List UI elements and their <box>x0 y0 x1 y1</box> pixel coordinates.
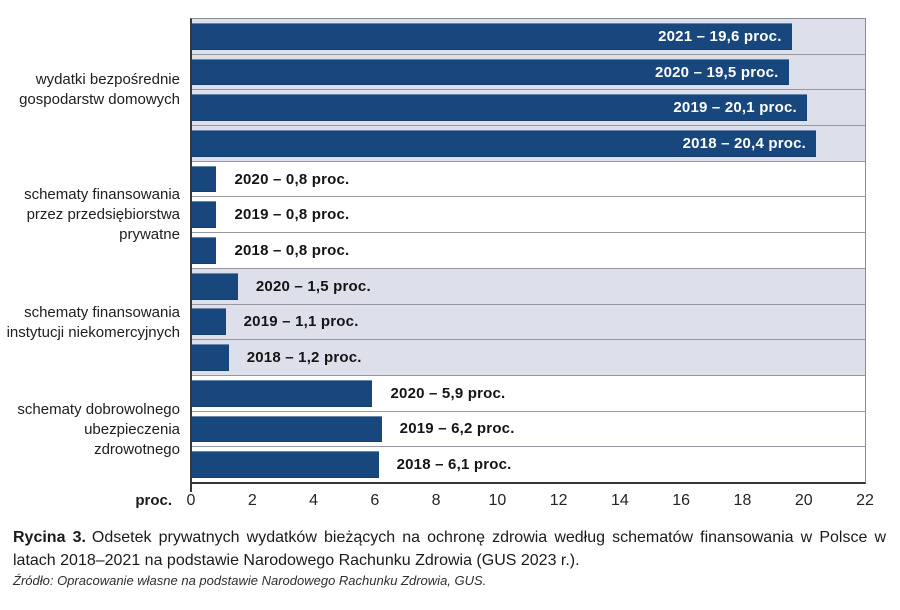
bar-2020-group1: 2020 – 19,5 proc. <box>192 58 789 86</box>
bar-2020-group4 <box>192 379 373 407</box>
x-tick-label-22: 22 <box>856 492 874 509</box>
figure-caption: Rycina 3. Odsetek prywatnych wydatków bie… <box>13 527 886 572</box>
bar-value-label: 2020 – 0,8 proc. <box>234 170 350 188</box>
bar-row-2019-group1: 2019 – 20,1 proc. <box>192 89 865 126</box>
category-labels: wydatki bezpośrednie gospodarstw domowych… <box>0 18 182 484</box>
category-label-group3: schematy finansowania instytucji niekomer… <box>0 269 182 377</box>
bar-value-label: 2018 – 20,4 proc. <box>682 134 807 152</box>
figure-number: Rycina 3. <box>13 529 86 546</box>
bar-value-label: 2020 – 19,5 proc. <box>655 63 779 81</box>
category-label-line: gospodarstw domowych <box>19 90 180 108</box>
bar-2018-group3 <box>192 344 229 371</box>
bar-value-label: 2019 – 0,8 proc. <box>234 206 350 224</box>
category-label-line: wydatki bezpośrednie <box>35 70 180 88</box>
bar-2020-group2 <box>192 165 217 193</box>
category-label-line: instytucji niekomercyjnych <box>6 323 180 341</box>
plot-area: 2021 – 19,6 proc. 2020 – 19,5 proc. 2019 –… <box>190 18 866 484</box>
x-tick-label-16: 16 <box>672 492 691 509</box>
x-axis-unit-label: proc. <box>135 492 172 509</box>
x-tick-label-8: 8 <box>431 492 441 509</box>
bar-row-2018-group2: 2018 – 0,8 proc. <box>192 232 865 268</box>
bar-value-label: 2019 – 6,2 proc. <box>399 420 515 438</box>
category-label-group1: wydatki bezpośrednie gospodarstw domowych <box>0 18 182 161</box>
bar-value-label: 2021 – 19,6 proc. <box>658 27 782 45</box>
bar-2019-group2 <box>192 201 217 229</box>
x-tick-label-4: 4 <box>309 492 318 509</box>
figure-caption-text: Odsetek prywatnych wydatków bieżących na… <box>13 529 886 569</box>
category-label-line: schematy finansowania <box>24 186 180 204</box>
bar-row-2018-group1: 2018 – 20,4 proc. <box>192 125 865 161</box>
bar-row-2019-group2: 2019 – 0,8 proc. <box>192 196 865 233</box>
x-tick-label-6: 6 <box>370 492 380 509</box>
bar-value-label: 2018 – 0,8 proc. <box>234 241 350 259</box>
category-label-line: ubezpieczenia zdrowotnego <box>84 421 180 459</box>
bar-row-2019-group4: 2019 – 6,2 proc. <box>192 410 865 447</box>
bar-row-2020-group3: 2020 – 1,5 proc. <box>192 267 865 304</box>
category-label-group2: schematy finansowania przez przedsiębiors… <box>0 161 182 269</box>
bar-row-2020-group1: 2020 – 19,5 proc. <box>192 53 865 90</box>
x-axis-ticks: 0 2 4 6 8 10 12 14 16 18 20 22 <box>187 492 874 512</box>
x-tick-label-20: 20 <box>794 492 813 509</box>
category-label-line: schematy dobrowolnego <box>17 401 180 419</box>
x-axis-zero-tick <box>190 483 192 492</box>
x-tick-label-0: 0 <box>186 492 196 509</box>
bar-2019-group4 <box>192 415 382 443</box>
bar-value-label: 2018 – 1,2 proc. <box>246 349 362 367</box>
bar-row-2019-group3: 2019 – 1,1 proc. <box>192 303 865 340</box>
bar-2018-group2 <box>192 237 217 264</box>
category-label-line: schematy finansowania <box>24 303 180 321</box>
bar-value-label: 2018 – 6,1 proc. <box>396 456 512 474</box>
bar-row-2020-group4: 2020 – 5,9 proc. <box>192 374 865 411</box>
bar-value-label: 2019 – 20,1 proc. <box>673 99 797 117</box>
bar-2018-group1: 2018 – 20,4 proc. <box>192 130 817 157</box>
bar-row-2018-group3: 2018 – 1,2 proc. <box>192 339 865 375</box>
category-label-line: prywatne <box>119 226 180 244</box>
source-note: Źródło: Opracowanie własne na podstawie … <box>13 573 487 588</box>
bar-2021-group1: 2021 – 19,6 proc. <box>192 22 792 50</box>
x-tick-label-14: 14 <box>611 492 629 509</box>
bar-2019-group3 <box>192 308 226 336</box>
category-label-group4: schematy dobrowolnego ubezpieczenia zdrow… <box>0 376 182 484</box>
bar-row-2020-group2: 2020 – 0,8 proc. <box>192 160 865 197</box>
bar-row-2021-group1: 2021 – 19,6 proc. <box>192 19 865 54</box>
bar-value-label: 2020 – 5,9 proc. <box>390 384 506 402</box>
bar-2018-group4 <box>192 451 379 478</box>
bar-value-label: 2019 – 1,1 proc. <box>243 313 359 331</box>
bar-value-label: 2020 – 1,5 proc. <box>255 277 371 295</box>
bar-2019-group1: 2019 – 20,1 proc. <box>192 94 807 122</box>
bar-row-2018-group4: 2018 – 6,1 proc. <box>192 446 865 482</box>
bar-2020-group3 <box>192 272 238 300</box>
x-tick-label-12: 12 <box>549 492 568 509</box>
x-tick-label-10: 10 <box>488 492 507 509</box>
x-tick-label-2: 2 <box>247 492 257 509</box>
x-tick-label-18: 18 <box>733 492 752 509</box>
category-label-line: przez przedsiębiorstwa <box>26 206 180 224</box>
